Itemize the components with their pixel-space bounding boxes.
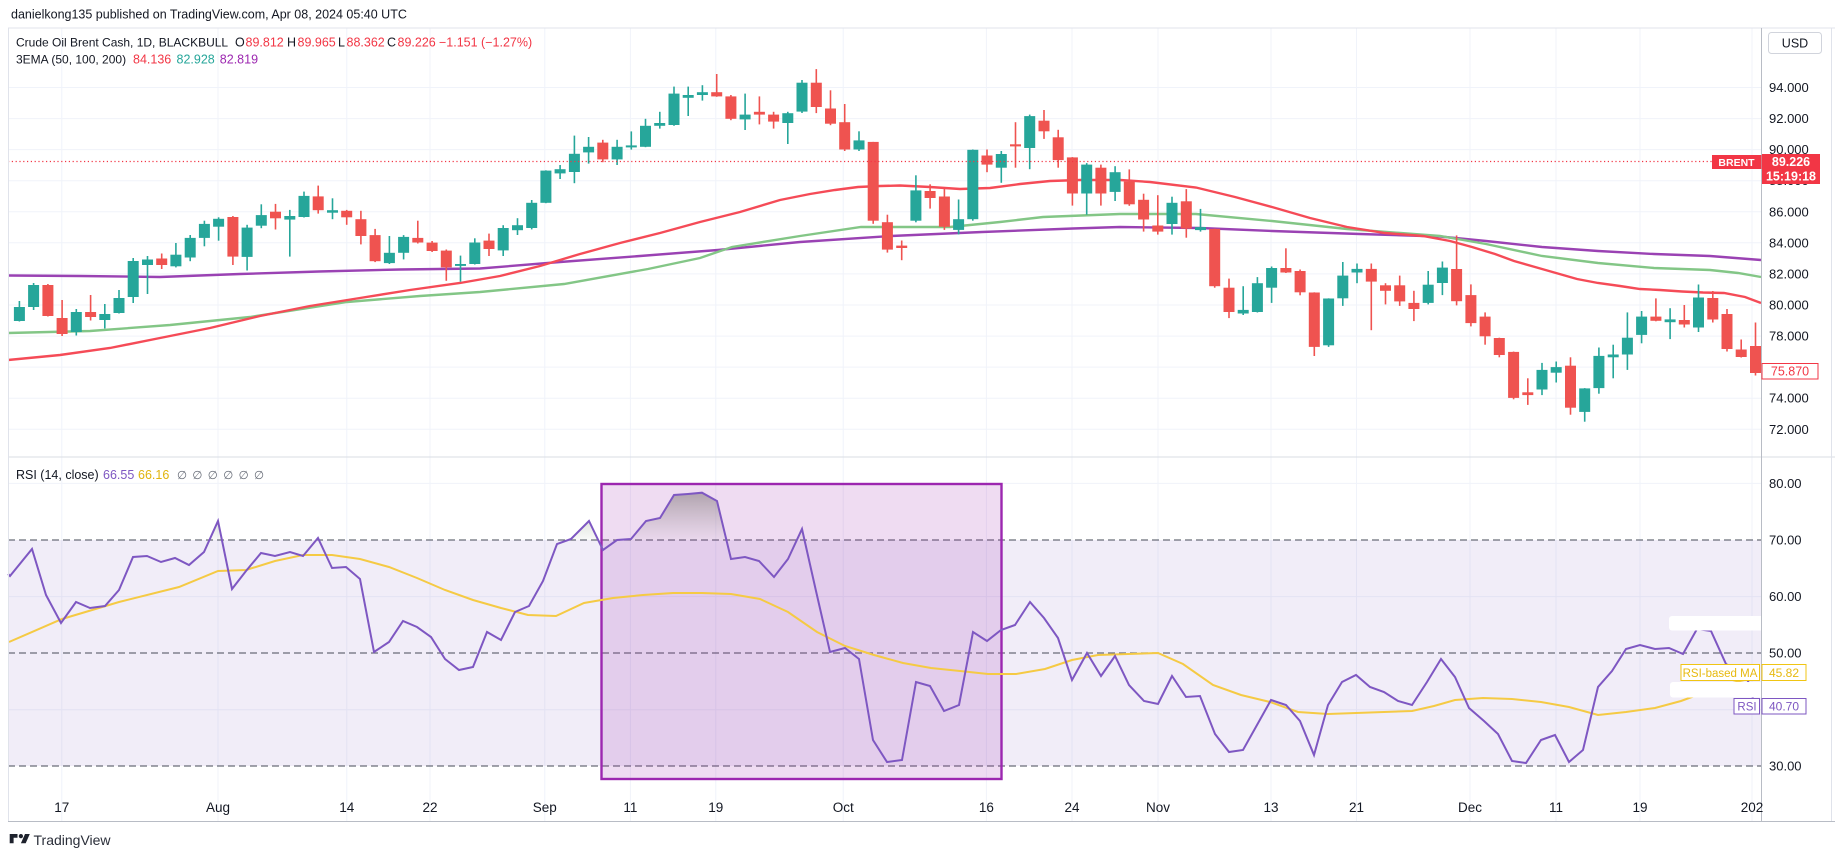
svg-text:RSI: RSI xyxy=(1737,702,1756,714)
svg-text:86.000: 86.000 xyxy=(1769,204,1809,219)
svg-text:30.00: 30.00 xyxy=(1769,759,1802,774)
svg-text:84.136: 84.136 xyxy=(133,53,171,67)
svg-text:BRENT: BRENT xyxy=(1718,157,1755,169)
svg-text:11: 11 xyxy=(623,800,637,815)
svg-text:84.000: 84.000 xyxy=(1769,235,1809,250)
svg-text:O: O xyxy=(235,36,245,50)
svg-text:66.16: 66.16 xyxy=(138,468,169,482)
svg-text:82.928: 82.928 xyxy=(177,53,215,67)
svg-text:80.00: 80.00 xyxy=(1769,476,1802,491)
svg-text:15:19:18: 15:19:18 xyxy=(1766,170,1816,184)
svg-text:danielkong135 published on Tra: danielkong135 published on TradingView.c… xyxy=(11,8,407,22)
svg-text:USD: USD xyxy=(1782,37,1808,51)
svg-text:Aug: Aug xyxy=(206,800,230,815)
svg-text:66.55: 66.55 xyxy=(103,468,134,482)
svg-text:89.226: 89.226 xyxy=(1772,155,1810,169)
svg-text:45.82: 45.82 xyxy=(1769,666,1799,680)
svg-text:∅: ∅ xyxy=(208,470,218,482)
svg-text:24: 24 xyxy=(1064,800,1080,815)
svg-text:19: 19 xyxy=(708,800,723,815)
svg-text:82.819: 82.819 xyxy=(220,53,258,67)
svg-text:70.00: 70.00 xyxy=(1769,533,1802,548)
svg-text:TradingView: TradingView xyxy=(34,832,112,848)
svg-text:RSI-based MA: RSI-based MA xyxy=(1683,668,1758,680)
svg-text:92.000: 92.000 xyxy=(1769,111,1809,126)
svg-text:14: 14 xyxy=(339,800,355,815)
svg-text:78.000: 78.000 xyxy=(1769,329,1809,344)
svg-text:88.362: 88.362 xyxy=(347,36,385,50)
svg-text:∅: ∅ xyxy=(239,470,249,482)
svg-text:19: 19 xyxy=(1632,800,1647,815)
svg-text:17: 17 xyxy=(54,800,69,815)
svg-text:∅: ∅ xyxy=(192,470,202,482)
svg-text:L: L xyxy=(338,36,345,50)
svg-text:72.000: 72.000 xyxy=(1769,422,1809,437)
svg-text:Dec: Dec xyxy=(1458,800,1482,815)
svg-text:C: C xyxy=(387,36,396,50)
svg-text:94.000: 94.000 xyxy=(1769,80,1809,95)
svg-text:Sep: Sep xyxy=(533,800,557,815)
svg-text:89.226: 89.226 xyxy=(398,36,436,50)
svg-text:74.000: 74.000 xyxy=(1769,391,1809,406)
svg-text:16: 16 xyxy=(979,800,994,815)
svg-text:22: 22 xyxy=(422,800,437,815)
svg-text:∅: ∅ xyxy=(177,470,187,482)
svg-text:80.000: 80.000 xyxy=(1769,297,1809,312)
svg-text:90.000: 90.000 xyxy=(1769,142,1809,157)
svg-text:11: 11 xyxy=(1549,800,1563,815)
svg-text:Nov: Nov xyxy=(1146,800,1170,815)
svg-text:∅: ∅ xyxy=(223,470,233,482)
svg-text:RSI (14, close): RSI (14, close) xyxy=(16,468,99,482)
svg-text:50.00: 50.00 xyxy=(1769,646,1802,661)
svg-text:H: H xyxy=(287,36,296,50)
svg-text:3EMA (50, 100, 200): 3EMA (50, 100, 200) xyxy=(16,53,126,67)
svg-text:40.70: 40.70 xyxy=(1769,700,1799,714)
svg-text:Crude Oil Brent Cash, 1D, BLAC: Crude Oil Brent Cash, 1D, BLACKBULL xyxy=(16,36,228,50)
svg-text:82.000: 82.000 xyxy=(1769,266,1809,281)
svg-text:−1.151 (−1.27%): −1.151 (−1.27%) xyxy=(439,36,532,50)
svg-text:75.870: 75.870 xyxy=(1771,365,1809,379)
svg-text:60.00: 60.00 xyxy=(1769,589,1802,604)
svg-text:∅: ∅ xyxy=(254,470,264,482)
svg-text:89.965: 89.965 xyxy=(298,36,336,50)
svg-text:Oct: Oct xyxy=(833,800,854,815)
svg-text:202: 202 xyxy=(1741,800,1764,815)
svg-text:13: 13 xyxy=(1263,800,1278,815)
svg-text:89.812: 89.812 xyxy=(246,36,284,50)
svg-text:21: 21 xyxy=(1349,800,1364,815)
